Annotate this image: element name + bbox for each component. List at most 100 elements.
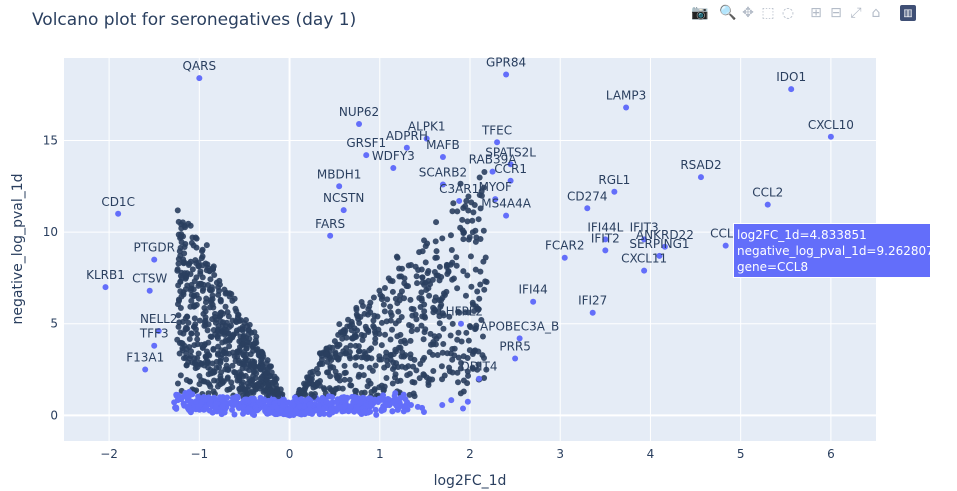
zoom-out-icon[interactable]: ⊟ — [830, 5, 842, 21]
cloud-point — [370, 317, 377, 324]
cloud-point — [439, 235, 446, 242]
cloud-point — [383, 374, 390, 381]
cloud-point — [365, 327, 372, 334]
data-point[interactable] — [788, 86, 795, 93]
data-point[interactable] — [507, 161, 514, 168]
data-point[interactable] — [151, 342, 158, 349]
cloud-point — [218, 351, 225, 358]
zoom-icon[interactable]: 🔍 — [719, 5, 737, 21]
data-point[interactable] — [403, 144, 410, 151]
data-point[interactable] — [764, 201, 771, 208]
data-point[interactable] — [456, 197, 463, 204]
data-point[interactable] — [697, 174, 704, 181]
data-point[interactable] — [641, 267, 648, 274]
data-point[interactable] — [115, 210, 122, 217]
data-point[interactable] — [602, 247, 609, 254]
cloud-point — [323, 351, 330, 358]
data-point[interactable] — [516, 335, 523, 342]
cloud-point — [207, 333, 214, 340]
cloud-point — [389, 408, 396, 415]
data-point[interactable] — [146, 287, 153, 294]
cloud-point — [389, 380, 396, 387]
data-point[interactable] — [142, 366, 149, 373]
cloud-point — [425, 381, 432, 388]
cloud-point — [279, 402, 286, 409]
cloud-point — [372, 330, 379, 337]
data-point[interactable] — [340, 207, 347, 214]
cloud-point — [245, 327, 252, 334]
data-point[interactable] — [512, 355, 519, 362]
cloud-point — [180, 355, 187, 362]
cloud-point — [321, 410, 328, 417]
data-point[interactable] — [363, 152, 370, 159]
gene-label: IFIT2 — [591, 231, 620, 245]
data-point[interactable] — [530, 298, 537, 305]
cloud-point — [347, 355, 354, 362]
data-point[interactable] — [457, 320, 464, 327]
pan-icon[interactable]: ✥ — [742, 5, 754, 21]
data-point[interactable] — [439, 153, 446, 160]
cloud-point — [447, 332, 454, 339]
cloud-point — [232, 369, 239, 376]
data-point[interactable] — [589, 309, 596, 316]
data-point[interactable] — [611, 188, 618, 195]
data-point[interactable] — [494, 139, 501, 146]
y-tick-label: 5 — [50, 317, 58, 331]
lasso-select-icon[interactable]: ◌ — [781, 5, 795, 21]
cloud-point — [407, 355, 414, 362]
cloud-point — [417, 361, 424, 368]
cloud-point — [451, 352, 458, 359]
data-point[interactable] — [623, 104, 630, 111]
data-point[interactable] — [196, 75, 203, 82]
cloud-point — [416, 294, 423, 301]
data-point[interactable] — [155, 328, 162, 335]
cloud-point — [355, 373, 362, 380]
cloud-point — [465, 193, 472, 200]
data-point[interactable] — [423, 135, 430, 142]
data-point[interactable] — [722, 242, 729, 249]
cloud-point — [275, 390, 282, 397]
gene-label: NELL2 — [140, 312, 178, 326]
cloud-point — [271, 373, 278, 380]
plotly-logo-icon[interactable]: ▥ — [900, 5, 916, 21]
data-point[interactable] — [151, 256, 158, 263]
data-point[interactable] — [336, 183, 343, 190]
data-point[interactable] — [327, 232, 334, 239]
autoscale-icon[interactable]: ⤢ — [850, 5, 862, 21]
axis-ticks: −2 −1 0 1 2 3 4 5 6 0 5 10 15 — [43, 133, 835, 461]
data-point[interactable] — [827, 133, 834, 140]
data-point[interactable] — [476, 375, 483, 382]
data-point[interactable] — [507, 177, 514, 184]
data-point[interactable] — [656, 252, 663, 259]
data-point[interactable] — [561, 254, 568, 261]
gene-label: ALPK1 — [408, 120, 446, 134]
data-point[interactable] — [661, 243, 668, 250]
box-select-icon[interactable]: ⬚ — [761, 5, 775, 21]
cloud-point — [403, 402, 410, 409]
modebar: 📷 🔍 ✥ ⬚ ◌ ⊞ ⊟ ⤢ ⌂ ▥ — [690, 2, 916, 24]
data-point[interactable] — [390, 164, 397, 171]
camera-icon[interactable]: 📷 — [691, 5, 709, 21]
cloud-point — [463, 329, 470, 336]
cloud-point — [449, 320, 456, 327]
data-point[interactable] — [102, 284, 109, 291]
cloud-point — [296, 403, 303, 410]
data-point[interactable] — [489, 168, 496, 175]
cloud-point — [475, 361, 482, 368]
data-point[interactable] — [439, 181, 446, 188]
data-point[interactable] — [602, 236, 609, 243]
zoom-in-icon[interactable]: ⊞ — [810, 5, 822, 21]
data-point[interactable] — [641, 236, 648, 243]
cloud-point — [449, 369, 456, 376]
data-point[interactable] — [356, 120, 363, 127]
home-icon[interactable]: ⌂ — [871, 5, 881, 21]
y-tick-label: 0 — [50, 408, 58, 422]
data-point[interactable] — [503, 71, 510, 78]
cloud-point — [395, 308, 402, 315]
x-tick-label: 2 — [466, 447, 474, 461]
data-point[interactable] — [492, 196, 499, 203]
data-point[interactable] — [584, 205, 591, 212]
cloud-point — [387, 317, 394, 324]
data-point[interactable] — [503, 212, 510, 219]
